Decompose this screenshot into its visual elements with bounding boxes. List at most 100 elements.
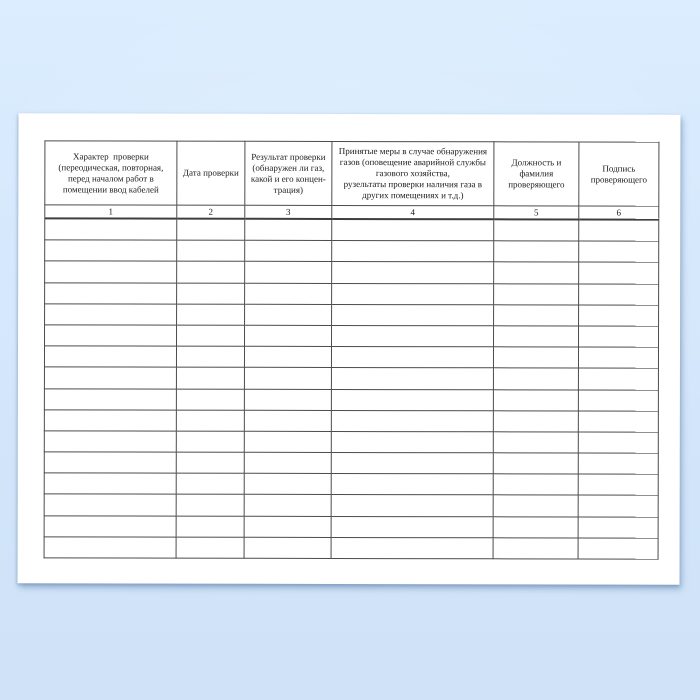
table-cell xyxy=(331,304,494,326)
table-cell xyxy=(331,431,494,453)
table-cell xyxy=(44,388,177,410)
table-cell xyxy=(176,388,245,410)
table-cell xyxy=(493,410,579,432)
table-cell xyxy=(244,473,332,495)
table-cell xyxy=(244,304,332,326)
table-cell xyxy=(331,452,494,475)
table-cell xyxy=(331,261,494,284)
table-cell xyxy=(176,515,245,538)
table-cell xyxy=(493,389,579,411)
table-cell xyxy=(493,304,579,326)
table-cell xyxy=(578,241,659,263)
table-cell xyxy=(578,474,659,496)
table-cell xyxy=(44,494,177,516)
table-cell xyxy=(331,283,494,305)
table-cell xyxy=(176,494,245,516)
numbering-row: 1 2 3 4 5 6 xyxy=(44,204,659,220)
column-number: 4 xyxy=(331,205,494,220)
table-cell xyxy=(331,410,494,432)
table-cell xyxy=(493,537,579,559)
table-cell xyxy=(44,430,177,453)
table-cell xyxy=(578,283,659,305)
table-cell xyxy=(244,515,332,538)
table-cell xyxy=(493,219,579,242)
header-cell-character: Характер проверки (переодическая, повтор… xyxy=(44,140,177,206)
table-cell xyxy=(176,473,245,495)
table-cell xyxy=(578,453,659,475)
table-cell xyxy=(578,516,659,538)
table-cell xyxy=(244,346,332,368)
table-cell xyxy=(331,240,494,263)
table-cell xyxy=(331,346,494,369)
column-number: 5 xyxy=(493,205,579,220)
table-cell xyxy=(578,325,659,348)
table-row xyxy=(44,282,659,305)
column-number: 1 xyxy=(44,204,177,219)
table-cell xyxy=(44,324,177,347)
table-row xyxy=(44,515,659,538)
inspection-journal-table: Характер проверки (переодическая, повтор… xyxy=(43,140,660,560)
header-cell-signature: Подпись проверяющего xyxy=(578,141,659,207)
table-cell xyxy=(176,452,245,474)
table-row xyxy=(44,261,659,284)
table-cell xyxy=(331,516,494,538)
table-cell xyxy=(176,303,245,326)
table-cell xyxy=(44,451,177,474)
paper-sheet: Характер проверки (переодическая, повтор… xyxy=(17,113,681,585)
table-cell xyxy=(244,537,332,559)
table-cell xyxy=(493,346,579,369)
table-cell xyxy=(578,262,659,284)
table-row xyxy=(44,388,659,411)
table-cell xyxy=(176,346,245,368)
table-cell xyxy=(176,261,245,283)
column-number: 2 xyxy=(176,205,245,219)
table-cell xyxy=(493,495,579,517)
table-row xyxy=(44,473,659,496)
table-cell xyxy=(331,388,494,411)
table-cell xyxy=(578,537,659,560)
table-cell xyxy=(578,389,659,411)
table-cell xyxy=(176,367,245,389)
table-row xyxy=(44,367,659,390)
table-cell xyxy=(44,261,177,283)
table-cell xyxy=(493,431,579,454)
table-cell xyxy=(493,474,579,496)
table-row xyxy=(44,240,659,263)
table-cell xyxy=(493,283,579,305)
table-cell xyxy=(244,325,332,347)
table-cell xyxy=(44,240,177,262)
table-cell xyxy=(176,536,245,559)
table-cell xyxy=(44,536,177,559)
header-cell-date: Дата проверки xyxy=(176,141,245,206)
table-cell xyxy=(578,347,659,369)
table-row xyxy=(44,536,659,560)
table-cell xyxy=(44,303,177,326)
table-body xyxy=(44,218,659,560)
table-header: Характер проверки (переодическая, повтор… xyxy=(44,140,659,220)
table-cell xyxy=(578,368,659,390)
table-row xyxy=(44,218,659,242)
table-cell xyxy=(244,282,332,305)
header-cell-measures: Принятые меры в случае обнаружения газов… xyxy=(331,141,494,206)
table-cell xyxy=(44,515,177,537)
header-cell-position: Должность и фамилия проверяющего xyxy=(493,141,579,206)
table-cell xyxy=(331,367,494,390)
table-row xyxy=(44,494,659,517)
table-cell xyxy=(176,431,245,453)
table-cell xyxy=(331,325,494,347)
header-cell-result: Результат проверки (обнаружен ли газ, ка… xyxy=(244,141,332,206)
table-row xyxy=(44,345,659,369)
table-cell xyxy=(44,282,177,304)
table-cell xyxy=(244,431,332,453)
table-cell xyxy=(244,218,332,241)
table-cell xyxy=(44,345,177,368)
table-cell xyxy=(578,410,659,433)
table-cell xyxy=(176,218,245,241)
table-cell xyxy=(176,282,245,305)
table-row xyxy=(44,451,659,475)
table-cell xyxy=(578,495,659,517)
table-cell xyxy=(176,240,245,262)
table-row xyxy=(44,324,659,348)
table-cell xyxy=(331,537,494,559)
